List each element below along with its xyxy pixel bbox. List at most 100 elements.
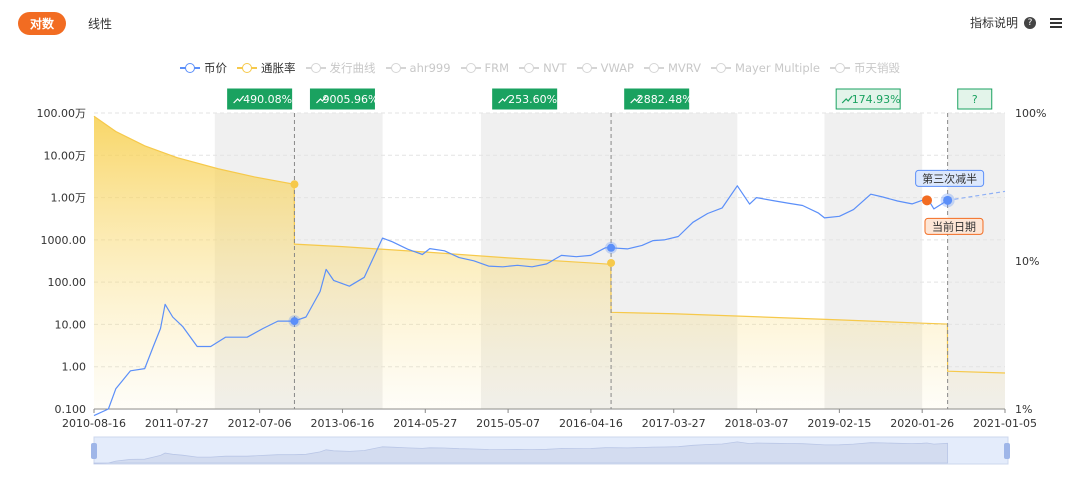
growth-badge: 490.08%: [227, 88, 293, 110]
current-date-label: 当前日期: [924, 217, 984, 235]
y-right-tick-label: 10%: [1015, 255, 1039, 268]
trend-up-icon: [498, 95, 510, 104]
halving-inflation-marker: [607, 258, 616, 267]
growth-badge-box: [309, 88, 375, 110]
inflation-line: [93, 115, 1006, 374]
legend-item[interactable]: NVT: [519, 60, 567, 76]
chart-legend: 币价 通胀率 发行曲线 ahr999 FRM NVT VWAP MVRV Mayer Multi…: [0, 60, 1080, 76]
growth-badge-text: 490.08%: [243, 93, 292, 106]
legend-item[interactable]: 通胀率: [237, 60, 296, 76]
tab-linear-scale[interactable]: 线性: [88, 17, 113, 31]
zoom-slider[interactable]: [91, 436, 1010, 465]
legend-label: 通胀率: [261, 61, 296, 75]
halving-inflation-marker: [290, 180, 299, 189]
y-left-tick-label: 10.00万: [44, 149, 87, 162]
indicator-help-link[interactable]: 指标说明: [969, 16, 1018, 30]
y-right-tick-label: 100%: [1015, 107, 1046, 120]
legend-label: VWAP: [600, 61, 634, 75]
annotation-text: 第三次减半: [922, 171, 977, 185]
menu-icon[interactable]: [1050, 16, 1062, 30]
legend-marker-icon: [460, 63, 481, 73]
growth-badge-text: 174.93%: [852, 93, 901, 106]
legend-marker-icon: [305, 63, 326, 73]
trend-up-icon: [630, 95, 642, 104]
legend-item[interactable]: Mayer Multiple: [711, 60, 820, 76]
growth-badge: 2882.48%: [624, 88, 693, 110]
shaded-band: [947, 113, 1005, 409]
legend-marker-icon: [237, 63, 258, 73]
y-left-tick-label: 100.00万: [37, 107, 87, 120]
price-projection-line: [947, 190, 1006, 201]
y-left-tick-label: 1.00: [62, 361, 87, 374]
halving-price-marker: [290, 317, 299, 326]
third-halving-marker: [943, 195, 953, 205]
legend-label: FRM: [484, 61, 510, 75]
x-tick-label: 2013-06-16: [310, 417, 374, 430]
legend-item[interactable]: 币价: [180, 60, 227, 76]
x-tick-label: 2018-03-07: [725, 417, 789, 430]
zoom-handle[interactable]: [1004, 443, 1010, 459]
x-tick-label: 2012-07-06: [228, 417, 292, 430]
legend-marker-icon: [385, 63, 406, 73]
current-date-marker: [921, 195, 932, 206]
zoom-handle[interactable]: [91, 443, 97, 459]
legend-item[interactable]: VWAP: [576, 60, 634, 76]
legend-item[interactable]: 币天销毁: [829, 60, 900, 76]
legend-item[interactable]: ahr999: [385, 60, 451, 76]
question-icon[interactable]: ?: [1024, 16, 1036, 29]
legend-label: 币价: [204, 61, 228, 75]
growth-badge-text: 253.60%: [508, 93, 557, 106]
x-tick-label: 2019-02-15: [807, 417, 871, 430]
x-tick-label: 2015-05-07: [476, 417, 540, 430]
y-left-tick-label: 1.00万: [51, 192, 87, 205]
y-left-tick-label: 1000.00: [41, 234, 87, 247]
growth-badge-text: 9005.96%: [322, 93, 378, 106]
growth-badge: 9005.96%: [309, 88, 378, 110]
legend-marker-icon: [576, 63, 597, 73]
annotation-box: [924, 217, 984, 235]
legend-item[interactable]: MVRV: [644, 60, 701, 76]
x-tick-label: 2014-05-27: [393, 417, 457, 430]
growth-badge-box: [624, 88, 690, 110]
growth-badge-text: ?: [972, 93, 978, 106]
legend-marker-icon: [519, 63, 540, 73]
x-tick-label: 2017-03-27: [642, 417, 706, 430]
legend-marker-icon: [711, 63, 732, 73]
legend-marker-icon: [829, 63, 850, 73]
legend-item[interactable]: 发行曲线: [305, 60, 376, 76]
growth-badge-box: [835, 88, 901, 110]
legend-label: ahr999: [409, 61, 451, 75]
legend-label: 发行曲线: [329, 61, 376, 75]
y-right-tick-label: 1%: [1015, 403, 1032, 416]
legend-item[interactable]: FRM: [460, 60, 510, 76]
legend-marker-icon: [644, 63, 664, 73]
x-tick-label: 2016-04-16: [559, 417, 623, 430]
help-bar: 指标说明 ?: [970, 14, 1062, 31]
legend-marker-icon: [180, 63, 201, 73]
growth-badge-box: [227, 88, 293, 110]
annotation-box: [915, 169, 985, 187]
trend-up-icon: [316, 95, 327, 104]
zoom-slider-preview: [93, 441, 949, 465]
growth-badge-box: [957, 88, 993, 110]
price-line: [93, 185, 948, 417]
growth-badge-text: 2882.48%: [637, 93, 693, 106]
y-left-tick-label: 100.00: [48, 276, 87, 289]
y-left-tick-label: 10.00: [55, 318, 87, 331]
scale-tabs: 对数 线性: [18, 12, 124, 35]
y-left-tick-label: 0.100: [55, 403, 87, 416]
tab-log-scale[interactable]: 对数: [18, 12, 67, 35]
third-halving-label: 第三次减半: [915, 169, 985, 187]
x-tick-label: 2021-01-05: [973, 417, 1037, 430]
growth-badge-box: [492, 88, 558, 110]
legend-label: Mayer Multiple: [735, 61, 820, 75]
legend-label: NVT: [543, 61, 567, 75]
x-tick-label: 2011-07-27: [145, 417, 209, 430]
trend-up-icon: [233, 95, 245, 104]
growth-badge: 174.93%: [835, 88, 901, 110]
growth-badge: 253.60%: [492, 88, 558, 110]
annotation-text: 当前日期: [932, 219, 976, 233]
x-tick-label: 2010-08-16: [62, 417, 126, 430]
halving-price-marker: [607, 243, 616, 252]
